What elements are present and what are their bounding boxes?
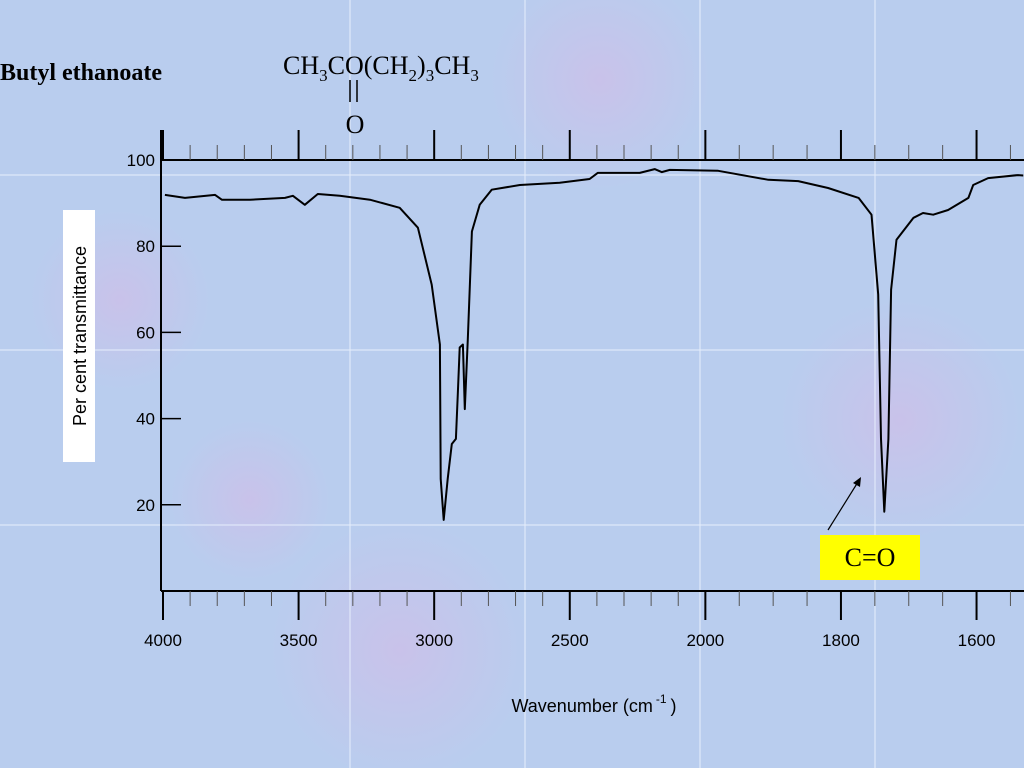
formula: CH3CO(CH2)3CH3 xyxy=(283,51,479,85)
formula-subscript: 3 xyxy=(319,66,328,85)
x-axis-label: Wavenumber (cm -1) xyxy=(511,692,676,716)
plot: 20 40 60 80 100 4000 3500 3000 2500 2000 1800 1600 xyxy=(127,130,1024,650)
x-tick-label: 3500 xyxy=(280,631,318,650)
annotation-box xyxy=(820,535,920,580)
formula-subscript: 3 xyxy=(426,66,435,85)
x-tick-label: 2000 xyxy=(686,631,724,650)
annotation-arrow xyxy=(827,477,861,531)
formula-subscript: 2 xyxy=(409,66,418,85)
y-tick-label: 100 xyxy=(127,151,155,170)
x-tick-label: 4000 xyxy=(144,631,182,650)
double-bond xyxy=(349,80,358,102)
x-tick-label: 1600 xyxy=(958,631,996,650)
formula-subscript: 3 xyxy=(470,66,479,85)
x-tick-label: 3000 xyxy=(415,631,453,650)
y-label-box xyxy=(63,210,95,462)
y-tick-label: 20 xyxy=(136,496,155,515)
x-label-sup: -1 xyxy=(656,692,667,706)
formula-text: CH xyxy=(434,51,470,80)
x-label-text: Wavenumber (cm xyxy=(511,696,652,716)
formula-text: CO(CH xyxy=(328,51,409,80)
y-axis-label: Per cent transmittance xyxy=(70,246,90,426)
title: Butyl ethanoate xyxy=(0,60,162,86)
x-tick-label: 2500 xyxy=(551,631,589,650)
annotation: C=O xyxy=(845,543,896,572)
formula-text: ) xyxy=(417,51,426,80)
formula-text: CH xyxy=(283,51,319,80)
x-label-tail: ) xyxy=(671,696,677,716)
spectrum-line xyxy=(164,168,1024,521)
formula-oxygen: O xyxy=(346,110,365,139)
y-tick-label: 40 xyxy=(136,410,155,429)
y-tick-label: 60 xyxy=(136,323,155,342)
x-tick-label: 1800 xyxy=(822,631,860,650)
y-tick-label: 80 xyxy=(136,237,155,256)
